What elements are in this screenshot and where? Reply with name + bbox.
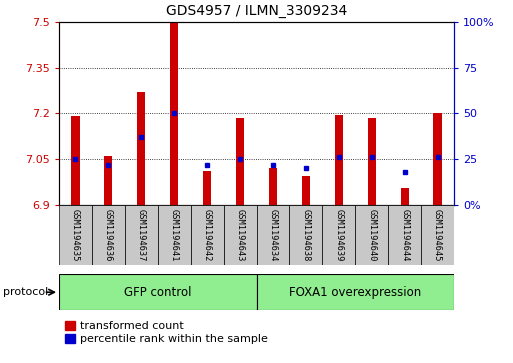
- Legend: transformed count, percentile rank within the sample: transformed count, percentile rank withi…: [65, 321, 268, 344]
- Bar: [92, 205, 125, 265]
- Bar: [71, 117, 80, 205]
- Text: GSM1194642: GSM1194642: [203, 209, 212, 261]
- Bar: [59, 205, 92, 265]
- Bar: [191, 205, 224, 265]
- Text: GSM1194635: GSM1194635: [71, 209, 80, 261]
- Bar: [421, 205, 454, 265]
- Text: FOXA1 overexpression: FOXA1 overexpression: [289, 286, 421, 299]
- Bar: [224, 205, 256, 265]
- Bar: [269, 168, 277, 205]
- Text: GSM1194637: GSM1194637: [137, 209, 146, 261]
- Text: GSM1194643: GSM1194643: [235, 209, 245, 261]
- Text: GSM1194640: GSM1194640: [367, 209, 376, 261]
- Bar: [355, 205, 388, 265]
- Title: GDS4957 / ILMN_3309234: GDS4957 / ILMN_3309234: [166, 4, 347, 18]
- Bar: [170, 22, 179, 205]
- Bar: [256, 274, 454, 310]
- Bar: [388, 205, 421, 265]
- Bar: [302, 176, 310, 205]
- Bar: [137, 92, 145, 205]
- Bar: [158, 205, 191, 265]
- Bar: [289, 205, 322, 265]
- Text: GSM1194645: GSM1194645: [433, 209, 442, 261]
- Bar: [203, 171, 211, 205]
- Bar: [125, 205, 158, 265]
- Bar: [401, 188, 409, 205]
- Text: GSM1194638: GSM1194638: [301, 209, 310, 261]
- Bar: [433, 113, 442, 205]
- Text: GSM1194634: GSM1194634: [268, 209, 278, 261]
- Text: GSM1194641: GSM1194641: [170, 209, 179, 261]
- Bar: [322, 205, 355, 265]
- Bar: [104, 156, 112, 205]
- Text: GSM1194636: GSM1194636: [104, 209, 113, 261]
- Bar: [236, 118, 244, 205]
- Bar: [59, 274, 256, 310]
- Bar: [256, 205, 289, 265]
- Text: GFP control: GFP control: [124, 286, 191, 299]
- Bar: [334, 115, 343, 205]
- Text: protocol: protocol: [3, 287, 48, 297]
- Text: GSM1194639: GSM1194639: [334, 209, 343, 261]
- Bar: [368, 118, 376, 205]
- Text: GSM1194644: GSM1194644: [400, 209, 409, 261]
